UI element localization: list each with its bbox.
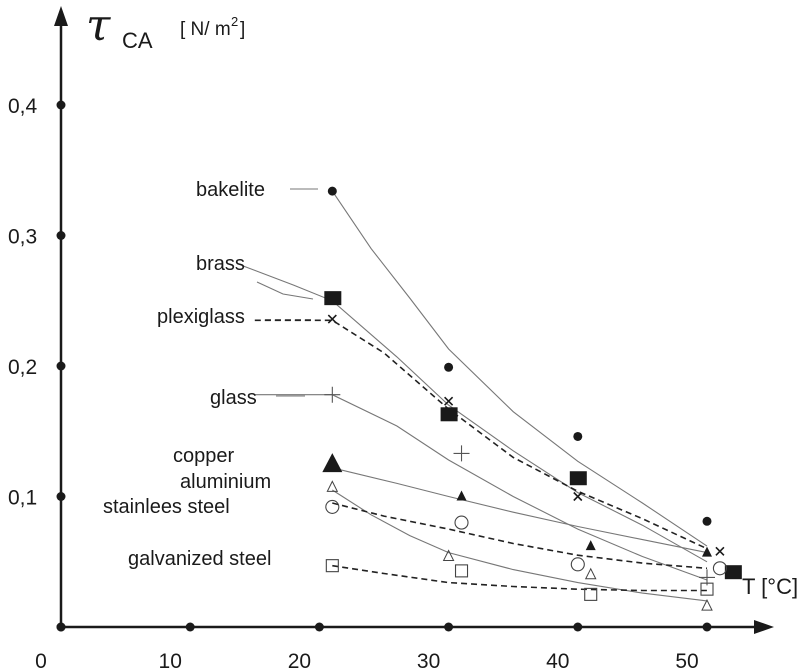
series-markers [322,186,742,611]
point-4-2 [585,540,596,551]
x-tick-10 [185,622,195,632]
y-tick-label-0,2: 0,2 [8,356,37,379]
series-curve-3 [254,394,708,581]
point-1-0 [324,291,342,306]
series-curve-2 [254,319,708,550]
y-tick-0,4 [56,100,66,110]
y-axis-label-subscript: CA [122,28,153,53]
x-axis-arrow [754,620,774,634]
point-6-3 [712,561,727,576]
point-2-0 [327,314,337,324]
y-tick-label-0,1: 0,1 [8,487,37,510]
point-6-1 [454,515,469,530]
point-1-3 [724,565,742,580]
y-axis-label: τ CA [ N/ m 2 ] [86,0,245,53]
series-curve-0 [331,190,708,547]
point-2-1 [444,396,454,406]
x-tick-0 [56,622,66,632]
series-label-7: galvanized steel [128,548,271,570]
x-tick-label-10: 10 [159,650,182,669]
series-label-2: plexiglass [157,306,245,328]
point-7-1 [454,564,469,578]
x-tick-40 [573,622,583,632]
y-tick-0,1 [56,492,66,501]
axes [54,6,774,634]
point-4-0 [322,453,343,473]
point-0-3 [702,516,712,526]
point-1-2 [569,471,587,486]
y-tick-label-0,4: 0,4 [8,95,38,118]
series-leader-1 [256,281,314,300]
series-label-6: stainlees steel [103,496,230,518]
point-6-0 [325,499,340,514]
y-axis-arrow [54,6,68,26]
series-label-0: bakelite [196,179,265,201]
point-7-2 [584,587,598,601]
series-curve-6 [332,502,708,570]
point-7-0 [325,559,339,573]
point-5-0 [326,480,339,492]
series-labels: bakelite brass plexiglass glass copper alumin… [103,179,318,570]
ticks: 0 10 20 30 40 50 0,1 0,2 0,3 0,4 [8,95,712,669]
series-curves [241,190,708,602]
y-tick-0,2 [56,361,66,371]
point-4-3 [702,546,712,557]
series-label-4: copper [173,445,234,467]
series-label-5: aluminium [180,471,271,493]
series-curve-4 [332,467,708,554]
y-axis-label-unit-close: ] [240,19,245,40]
x-tick-50 [702,622,712,632]
series-curve-7 [332,564,707,592]
point-5-1 [442,549,455,562]
point-0-1 [444,362,454,372]
point-2-3 [715,546,725,556]
point-6-2 [570,557,585,572]
point-5-2 [584,567,597,580]
point-0-0 [327,186,337,196]
x-tick-label-40: 40 [546,650,569,669]
series-curve-1 [241,264,708,563]
x-tick-label-50: 50 [675,650,698,669]
point-1-1 [440,407,458,422]
x-axis-label: T [°C] [742,574,797,599]
point-4-1 [456,490,467,501]
x-tick-20 [314,622,324,632]
series-curve-5 [332,489,708,602]
x-tick-label-30: 30 [417,650,440,669]
point-3-0 [324,386,341,403]
x-tick-label-20: 20 [288,650,311,669]
y-axis-label-unit: [ N/ m [180,19,231,40]
point-3-1 [453,445,470,462]
y-tick-label-0,3: 0,3 [8,226,37,249]
y-tick-0,3 [56,231,66,240]
point-5-3 [701,599,713,611]
y-axis-label-symbol: τ [86,0,111,51]
y-axis-label-unit-exponent: 2 [231,14,238,29]
x-tick-30 [444,622,454,632]
x-tick-label-0: 0 [35,650,47,669]
series-label-1: brass [196,253,245,275]
series-label-3: glass [210,387,257,409]
point-0-2 [573,431,583,441]
point-2-2 [573,491,583,502]
point-7-3 [700,582,714,596]
